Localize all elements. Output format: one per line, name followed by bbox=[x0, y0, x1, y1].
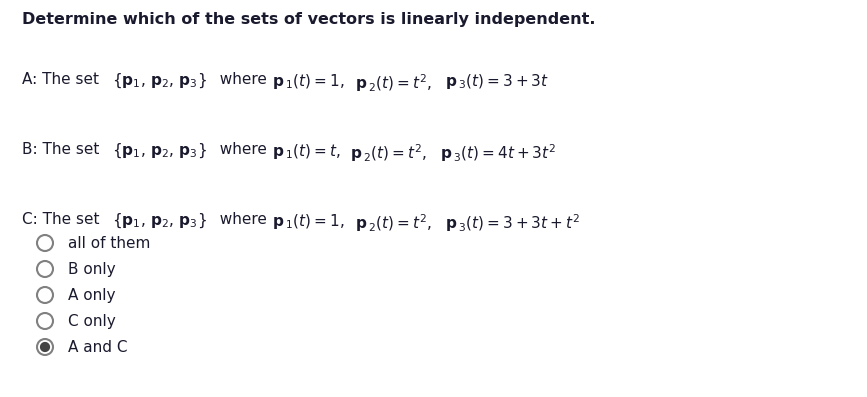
Text: $\mathbf{p}\,_{1}(t) = 1,$: $\mathbf{p}\,_{1}(t) = 1,$ bbox=[272, 72, 344, 91]
Text: $\mathbf{p}\,_{3}(t) = 4t + 3t^{2}$: $\mathbf{p}\,_{3}(t) = 4t + 3t^{2}$ bbox=[440, 142, 557, 164]
Text: $\mathbf{p}\,_{3}(t) = 3 + 3t$: $\mathbf{p}\,_{3}(t) = 3 + 3t$ bbox=[445, 72, 549, 91]
Text: C: The set: C: The set bbox=[22, 212, 104, 227]
Text: $\mathbf{p}\,_{2}(t) = t^{2},$: $\mathbf{p}\,_{2}(t) = t^{2},$ bbox=[355, 212, 432, 234]
Text: where: where bbox=[210, 142, 277, 157]
Text: $\left\{\mathbf{p}_{1},\,\mathbf{p}_{2},\,\mathbf{p}_{3}\right\}$: $\left\{\mathbf{p}_{1},\,\mathbf{p}_{2},… bbox=[112, 142, 207, 160]
Text: where: where bbox=[210, 72, 277, 87]
Text: $\mathbf{p}\,_{2}(t) = t^{2},$: $\mathbf{p}\,_{2}(t) = t^{2},$ bbox=[355, 72, 432, 94]
Text: A: The set: A: The set bbox=[22, 72, 104, 87]
Text: B: The set: B: The set bbox=[22, 142, 104, 157]
Text: C only: C only bbox=[68, 314, 116, 329]
Text: B only: B only bbox=[68, 262, 115, 277]
Text: $\mathbf{p}\,_{3}(t) = 3 + 3t + t^{2}$: $\mathbf{p}\,_{3}(t) = 3 + 3t + t^{2}$ bbox=[445, 212, 580, 234]
Text: Determine which of the sets of vectors is linearly independent.: Determine which of the sets of vectors i… bbox=[22, 12, 596, 27]
Text: all of them: all of them bbox=[68, 236, 150, 251]
Text: $\mathbf{p}\,_{1}(t) = t,$: $\mathbf{p}\,_{1}(t) = t,$ bbox=[272, 142, 341, 161]
Text: $\left\{\mathbf{p}_{1},\,\mathbf{p}_{2},\,\mathbf{p}_{3}\right\}$: $\left\{\mathbf{p}_{1},\,\mathbf{p}_{2},… bbox=[112, 72, 207, 91]
Circle shape bbox=[41, 343, 49, 351]
Text: $\mathbf{p}\,_{1}(t) = 1,$: $\mathbf{p}\,_{1}(t) = 1,$ bbox=[272, 212, 344, 231]
Text: A and C: A and C bbox=[68, 340, 127, 355]
Text: $\mathbf{p}\,_{2}(t) = t^{2},$: $\mathbf{p}\,_{2}(t) = t^{2},$ bbox=[350, 142, 427, 164]
Text: A only: A only bbox=[68, 288, 115, 303]
Text: $\left\{\mathbf{p}_{1},\,\mathbf{p}_{2},\,\mathbf{p}_{3}\right\}$: $\left\{\mathbf{p}_{1},\,\mathbf{p}_{2},… bbox=[112, 212, 207, 230]
Text: where: where bbox=[210, 212, 277, 227]
